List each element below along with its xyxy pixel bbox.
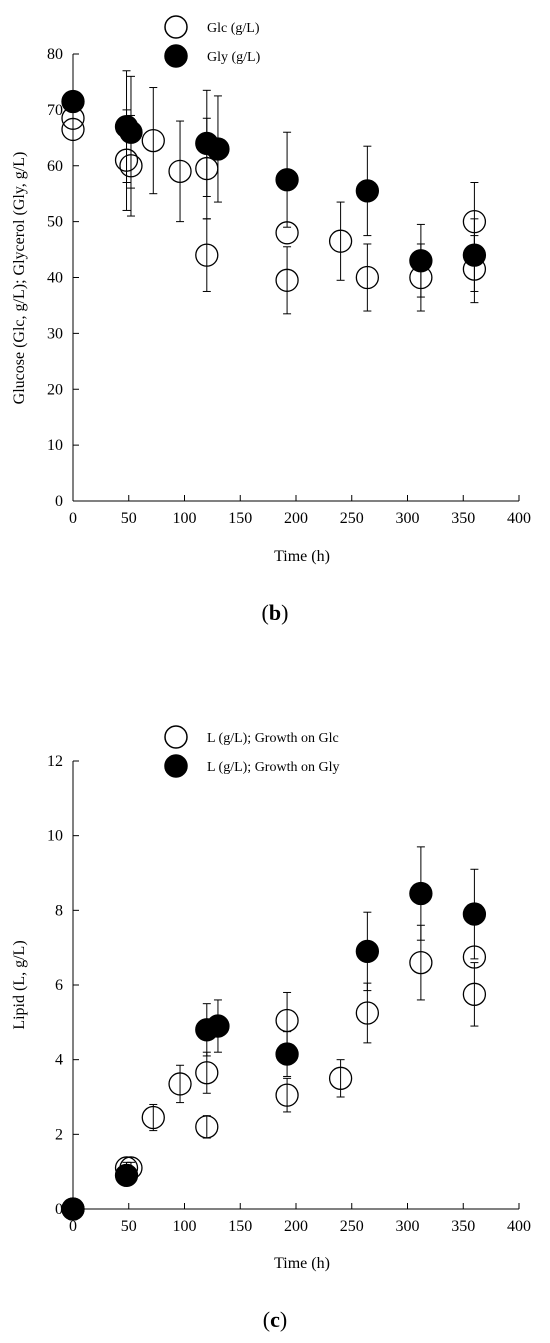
chart-c-x-tick-label: 100 [173, 1218, 197, 1235]
chart-b-open-point [168, 159, 192, 183]
chart-b-open-point [275, 268, 299, 292]
chart-b-open-point [195, 243, 219, 267]
chart-c-filled-point [114, 1163, 139, 1188]
chart-b-filled-point [206, 137, 230, 161]
chart-c-open-point [462, 982, 487, 1006]
chart-b-open-point [61, 117, 85, 142]
legend-marker-glc [164, 15, 188, 39]
chart-c-filled-point [206, 1014, 230, 1038]
chart-b-filled-point [355, 179, 380, 203]
chart-c-open-point [195, 1061, 219, 1085]
legend-label-gly: Gly (g/L) [207, 50, 261, 65]
chart-b-y-tick-label: 10 [47, 437, 63, 454]
chart-c-filled-point [355, 939, 380, 964]
chart-c-open-point [141, 1105, 165, 1130]
chart-c-filled-point [61, 1197, 85, 1221]
chart-c-x-tick-label: 350 [451, 1218, 475, 1235]
chart-c-y-tick-label: 10 [47, 828, 63, 845]
chart-b-y-tick-label: 70 [47, 102, 63, 119]
chart-b-x-tick-label: 400 [507, 510, 531, 527]
legend-marker-gly-growth [164, 754, 188, 778]
chart-b-x-tick-label: 100 [173, 510, 197, 527]
chart-b-open-point [355, 265, 380, 290]
legend-label-gly-growth: L (g/L); Growth on Gly [207, 760, 339, 775]
chart-c-open-point [409, 950, 433, 975]
chart-c-y-tick-label: 4 [55, 1052, 63, 1069]
chart-b-axes: 0 50 100 150 200 250 300 350 400 0 10 20 30 40 50 60 70 8… [47, 46, 531, 527]
chart-b-open-point [328, 229, 353, 253]
chart-b-series-1 [61, 70, 487, 298]
chart-b-x-tick-label: 50 [121, 510, 137, 527]
chart-c-series-1 [61, 846, 487, 1221]
chart-c-y-tick-label: 2 [55, 1126, 63, 1143]
chart-c-x-tick-label: 300 [396, 1218, 420, 1235]
chart-b-y-tick-label: 80 [47, 46, 63, 63]
chart-b-filled-point [462, 243, 487, 267]
chart-b-y-tick-label: 50 [47, 214, 63, 231]
chart-b-legend: Glc (g/L) Gly (g/L) [164, 15, 261, 68]
chart-c-open-point [168, 1072, 192, 1096]
chart-c-y-tick-label: 8 [55, 902, 63, 919]
chart-b-x-tick-label: 200 [284, 510, 308, 527]
chart-b-filled-point [275, 168, 299, 192]
chart-b-filled-point [61, 89, 85, 114]
chart-b-panel-label: (b) [262, 600, 289, 625]
chart-b-x-tick-label: 350 [451, 510, 475, 527]
chart-b-y-tick-label: 20 [47, 381, 63, 398]
chart-c-axes: 0 50 100 150 200 250 300 350 400 0 2 4 6 8 10 12 [47, 753, 531, 1235]
chart-c-x-tick-label: 400 [507, 1218, 531, 1235]
chart-c-legend: L (g/L); Growth on Glc L (g/L); Growth o… [164, 725, 339, 778]
chart-c-x-axis-title: Time (h) [274, 1255, 330, 1272]
chart-c-x-tick-label: 200 [284, 1218, 308, 1235]
legend-marker-gly [164, 44, 188, 68]
chart-b-y-axis-title: Glucose (Glc, g/L); Glycerol (Gly, g/L) [11, 152, 28, 405]
chart-b-x-axis-title: Time (h) [274, 548, 330, 565]
chart-c-y-axis-title: Lipid (L, g/L) [11, 940, 28, 1029]
legend-marker-glc-growth [164, 725, 188, 749]
chart-b-y-tick-label: 0 [55, 493, 63, 510]
chart-c-x-tick-label: 0 [69, 1218, 77, 1235]
chart-c-x-tick-label: 250 [340, 1218, 364, 1235]
chart-b-y-tick-label: 40 [47, 270, 63, 287]
chart-panel-c: L (g/L); Growth on Glc L (g/L); Growth o… [11, 725, 531, 1332]
chart-b-y-tick-label: 30 [47, 325, 63, 342]
chart-c-open-point [195, 1115, 219, 1139]
chart-c-x-tick-label: 150 [228, 1218, 252, 1235]
chart-c-filled-point [409, 881, 433, 906]
chart-panel-b: Glc (g/L) Gly (g/L) Glucose (Glc, g/L); … [11, 15, 531, 625]
legend-label-glc-growth: L (g/L); Growth on Glc [207, 731, 339, 746]
chart-c-open-point [275, 1083, 299, 1107]
chart-b-x-tick-label: 300 [396, 510, 420, 527]
chart-c-filled-point [275, 1042, 299, 1066]
chart-b-y-tick-label: 60 [47, 158, 63, 175]
chart-b-x-tick-label: 250 [340, 510, 364, 527]
chart-b-x-tick-label: 0 [69, 510, 77, 527]
chart-c-open-point [328, 1066, 353, 1090]
chart-c-open-point [355, 1001, 380, 1025]
chart-b-open-point [141, 128, 165, 153]
chart-c-y-tick-label: 12 [47, 753, 63, 770]
chart-b-filled-point [119, 120, 143, 144]
chart-c-panel-label: (c) [263, 1307, 287, 1332]
legend-label-glc: Glc (g/L) [207, 21, 260, 36]
chart-c-y-tick-label: 0 [55, 1201, 63, 1218]
chart-b-filled-point [409, 249, 433, 273]
chart-c-filled-point [462, 902, 487, 926]
chart-b-x-tick-label: 150 [228, 510, 252, 527]
chart-c-y-tick-label: 6 [55, 977, 63, 994]
chart-c-x-tick-label: 50 [121, 1218, 137, 1235]
